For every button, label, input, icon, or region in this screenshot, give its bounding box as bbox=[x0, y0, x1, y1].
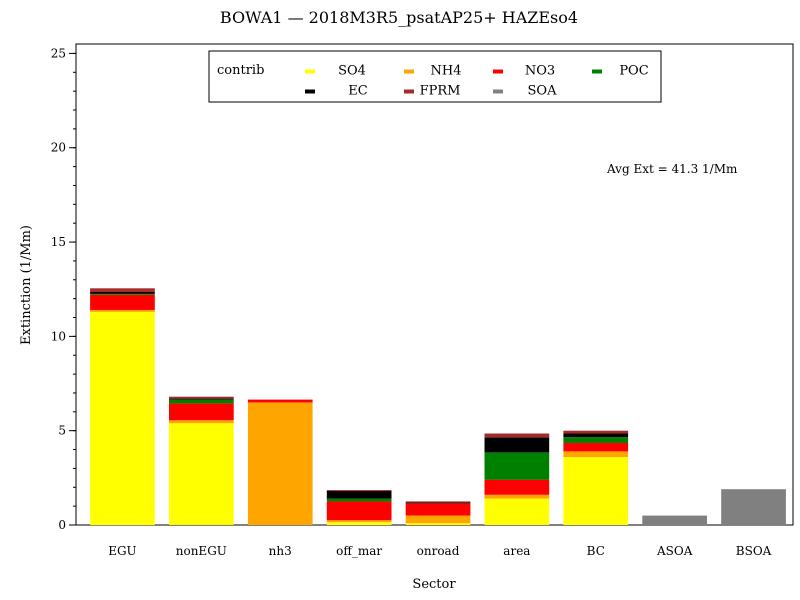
legend-swatch-poc bbox=[592, 69, 602, 74]
bar-segment-nh4-nh3 bbox=[247, 402, 313, 526]
y-tick-label: 5 bbox=[58, 424, 66, 438]
bar-segment-so4-nonegu bbox=[169, 423, 234, 525]
bar-segment-so4-bc bbox=[563, 457, 629, 526]
bars-group bbox=[90, 288, 786, 526]
bar-segment-so4-egu bbox=[90, 311, 155, 526]
bar-segment-no3-egu bbox=[90, 294, 155, 310]
legend-label-poc: POC bbox=[619, 64, 648, 79]
bar-segment-ec-egu bbox=[90, 292, 155, 294]
bar-segment-poc-bc bbox=[563, 437, 629, 443]
bar-segment-poc-nonegu bbox=[169, 399, 234, 404]
bar-segment-ec-off_mar bbox=[326, 491, 392, 499]
x-tick-label-asoa: ASOA bbox=[656, 544, 693, 558]
x-tick-label-area: area bbox=[503, 544, 530, 558]
bar-segment-nh4-nonegu bbox=[169, 420, 234, 424]
bar-segment-nh4-bc bbox=[563, 451, 629, 458]
bar-segment-fprm-bc bbox=[563, 430, 629, 434]
y-tick-label: 10 bbox=[51, 329, 66, 343]
x-tick-label-egu: EGU bbox=[108, 544, 136, 558]
bar-segment-nh4-egu bbox=[90, 310, 155, 312]
x-tick-label-bsoa: BSOA bbox=[736, 544, 772, 558]
bar-segment-fprm-off_mar bbox=[326, 490, 392, 492]
bar-segment-soa-bsoa bbox=[721, 489, 786, 526]
legend-swatch-so4 bbox=[305, 69, 315, 74]
y-axis-title: Extinction (1/Mm) bbox=[19, 225, 34, 345]
bar-segment-poc-off_mar bbox=[326, 498, 392, 502]
y-tick-label: 0 bbox=[58, 518, 66, 532]
bar-segment-soa-asoa bbox=[642, 515, 707, 526]
x-axis: EGU nonEGU nh3 off_mar onroad area BC ASOA BSOA bbox=[108, 544, 771, 558]
bar-segment-ec-onroad bbox=[405, 502, 471, 504]
legend-swatch-no3 bbox=[493, 69, 503, 74]
legend-swatch-nh4 bbox=[404, 69, 414, 74]
bar-segment-ec-bc bbox=[563, 433, 629, 438]
legend-title: contrib bbox=[217, 63, 264, 78]
bar-segment-ec-nonegu bbox=[169, 398, 234, 400]
legend-swatch-fprm bbox=[404, 89, 414, 94]
legend-swatch-soa bbox=[493, 89, 503, 94]
avg-ext-annotation: Avg Ext = 41.3 1/Mm bbox=[606, 162, 738, 176]
y-axis: 0 5 10 15 20 25 bbox=[51, 46, 76, 532]
bar-segment-no3-area bbox=[484, 479, 550, 495]
y-tick-label: 15 bbox=[51, 235, 66, 249]
x-tick-label-off_mar: off_mar bbox=[336, 544, 382, 558]
chart-title: BOWA1 — 2018M3R5_psatAP25+ HAZEso4 bbox=[220, 8, 578, 27]
bar-segment-nh4-onroad bbox=[405, 515, 471, 524]
x-tick-label-onroad: onroad bbox=[417, 544, 460, 558]
bar-segment-poc-egu bbox=[90, 293, 155, 295]
x-axis-title: Sector bbox=[412, 577, 456, 592]
legend-label-so4: SO4 bbox=[338, 64, 366, 79]
bar-segment-nh4-off_mar bbox=[326, 520, 392, 523]
legend-label-soa: SOA bbox=[528, 84, 558, 99]
bar-segment-fprm-egu bbox=[90, 288, 155, 293]
legend-label-no3: NO3 bbox=[525, 64, 555, 79]
bar-segment-no3-nonegu bbox=[169, 403, 234, 421]
bar-segment-nh4-area bbox=[484, 494, 550, 499]
bar-segment-no3-onroad bbox=[405, 503, 471, 516]
bar-segment-so4-onroad bbox=[405, 523, 471, 525]
y-tick-label: 20 bbox=[51, 141, 66, 155]
legend-swatch-ec bbox=[305, 89, 315, 94]
bar-segment-fprm-nonegu bbox=[169, 396, 234, 399]
bar-segment-poc-area bbox=[484, 452, 550, 480]
bar-segment-fprm-area bbox=[484, 433, 550, 438]
x-tick-label-nh3: nh3 bbox=[269, 544, 292, 558]
bar-segment-so4-off_mar bbox=[326, 522, 392, 526]
x-tick-label-nonegu: nonEGU bbox=[176, 544, 227, 558]
bar-segment-fprm-onroad bbox=[405, 501, 471, 503]
legend-label-fprm: FPRM bbox=[420, 84, 461, 99]
bar-segment-no3-bc bbox=[563, 442, 629, 452]
bar-segment-no3-nh3 bbox=[247, 399, 313, 403]
y-tick-label: 25 bbox=[51, 46, 66, 60]
bar-segment-ec-area bbox=[484, 437, 550, 453]
bar-segment-so4-area bbox=[484, 498, 550, 526]
legend-label-nh4: NH4 bbox=[431, 64, 462, 79]
plot-frame bbox=[75, 43, 794, 526]
legend-box bbox=[208, 50, 662, 103]
x-tick-label-bc: BC bbox=[587, 544, 605, 558]
bar-segment-no3-off_mar bbox=[326, 501, 392, 521]
legend-label-ec: EC bbox=[348, 84, 367, 99]
legend: contrib SO4 NH4 NO3 POC EC FPRM SOA bbox=[208, 50, 662, 103]
